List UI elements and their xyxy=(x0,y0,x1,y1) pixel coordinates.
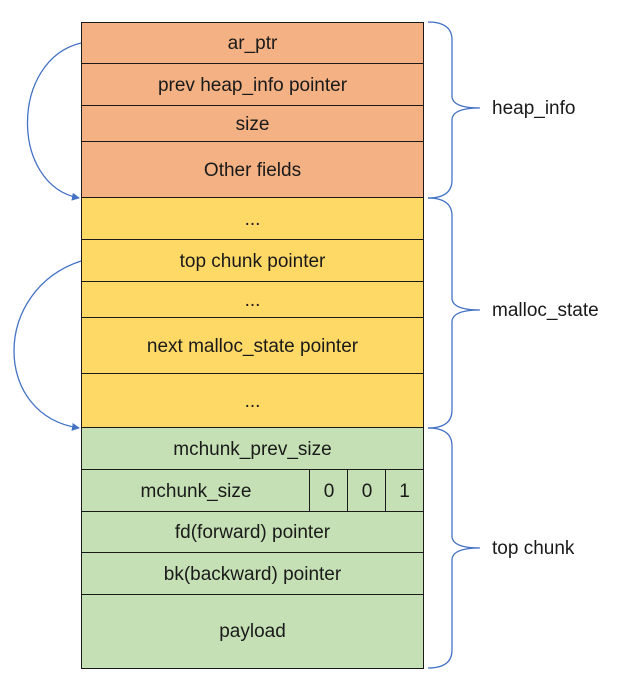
malloc-state-top-chunk-pointer: top chunk pointer xyxy=(81,239,424,283)
heap-info-size: size xyxy=(81,105,424,143)
heap-info-brace xyxy=(427,21,481,199)
top-chunk-pointer-arrow xyxy=(13,260,82,431)
ar-ptr-arrow xyxy=(26,42,82,201)
top-chunk-bk-pointer: bk(backward) pointer xyxy=(81,552,424,596)
top-chunk-payload: payload xyxy=(81,594,424,669)
top-chunk-flag-a: 0 xyxy=(309,469,349,513)
malloc-state-ellipsis-3: ... xyxy=(81,373,424,429)
top-chunk-label: top chunk xyxy=(492,538,575,559)
top-chunk-brace xyxy=(427,427,481,669)
malloc-state-label: malloc_state xyxy=(492,300,599,321)
malloc-state-ellipsis-2: ... xyxy=(81,281,424,319)
malloc-state-brace xyxy=(427,197,481,429)
malloc-state-ellipsis-1: ... xyxy=(81,197,424,241)
malloc-state-next-pointer: next malloc_state pointer xyxy=(81,317,424,375)
heap-info-label: heap_info xyxy=(492,98,576,119)
top-chunk-fd-pointer: fd(forward) pointer xyxy=(81,511,424,554)
heap-info-ar-ptr: ar_ptr xyxy=(81,22,424,65)
top-chunk-prev-size: mchunk_prev_size xyxy=(81,427,424,471)
top-chunk-size: mchunk_size xyxy=(81,469,311,513)
